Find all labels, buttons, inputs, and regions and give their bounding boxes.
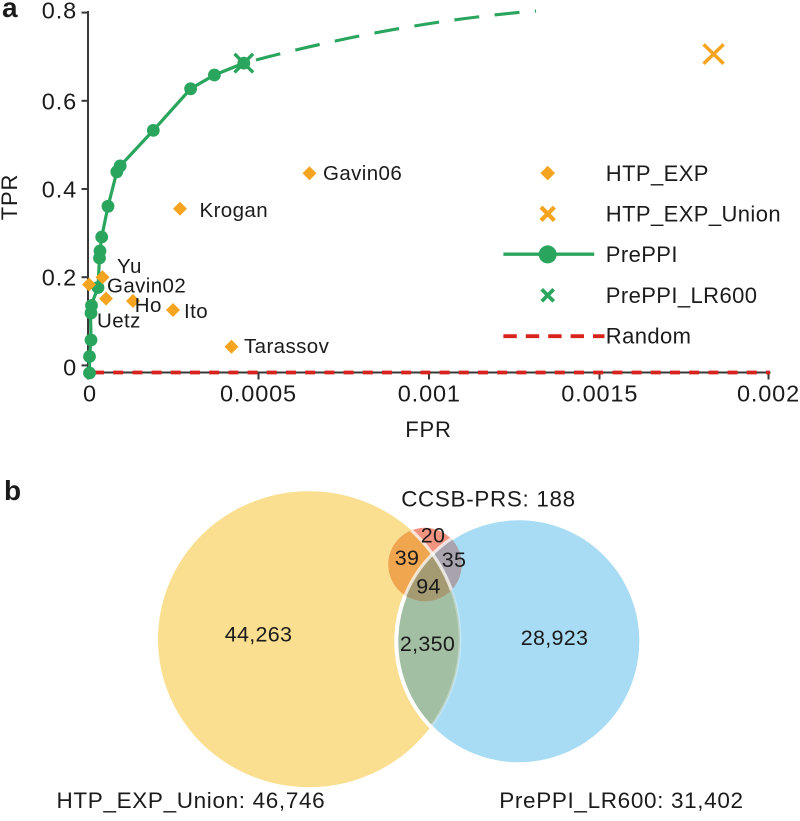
svg-text:Yu: Yu: [117, 255, 142, 278]
svg-text:Random: Random: [606, 324, 692, 349]
svg-text:39: 39: [395, 546, 420, 570]
svg-text:Ho: Ho: [135, 294, 162, 317]
svg-text:20: 20: [421, 524, 446, 548]
svg-text:HTP_EXP: HTP_EXP: [606, 161, 709, 186]
svg-text:2,350: 2,350: [400, 632, 455, 656]
svg-text:94: 94: [416, 575, 441, 599]
svg-text:HTP_EXP_Union: 46,746: HTP_EXP_Union: 46,746: [57, 788, 326, 813]
svg-text:Ito: Ito: [184, 300, 208, 323]
svg-text:0.6: 0.6: [42, 88, 77, 114]
svg-text:FPR: FPR: [405, 417, 451, 442]
svg-text:Gavin02: Gavin02: [107, 275, 186, 298]
svg-text:b: b: [4, 475, 21, 506]
svg-text:a: a: [2, 0, 18, 23]
svg-text:0: 0: [63, 355, 77, 381]
svg-text:28,923: 28,923: [521, 626, 589, 650]
svg-text:HTP_EXP_Union: HTP_EXP_Union: [606, 201, 781, 226]
svg-text:44,263: 44,263: [225, 623, 293, 647]
svg-text:0.002: 0.002: [737, 381, 800, 407]
svg-text:PrePPI_LR600: PrePPI_LR600: [606, 283, 758, 308]
svg-text:0.001: 0.001: [398, 381, 461, 407]
svg-text:Uetz: Uetz: [97, 310, 141, 333]
svg-text:TPR: TPR: [0, 174, 22, 220]
svg-text:CCSB-PRS: 188: CCSB-PRS: 188: [401, 487, 576, 512]
svg-text:0.4: 0.4: [42, 177, 77, 203]
svg-text:Tarassov: Tarassov: [244, 335, 330, 358]
svg-text:PrePPI: PrePPI: [606, 242, 678, 267]
svg-text:0: 0: [83, 381, 97, 407]
svg-text:PrePPI_LR600: 31,402: PrePPI_LR600: 31,402: [499, 788, 743, 813]
svg-text:Krogan: Krogan: [200, 199, 269, 222]
svg-text:0.0005: 0.0005: [220, 381, 297, 407]
svg-text:35: 35: [442, 548, 467, 572]
svg-text:0.0015: 0.0015: [561, 381, 638, 407]
svg-text:0.2: 0.2: [42, 265, 77, 291]
svg-text:0.8: 0.8: [42, 0, 77, 24]
svg-text:Gavin06: Gavin06: [323, 162, 402, 185]
